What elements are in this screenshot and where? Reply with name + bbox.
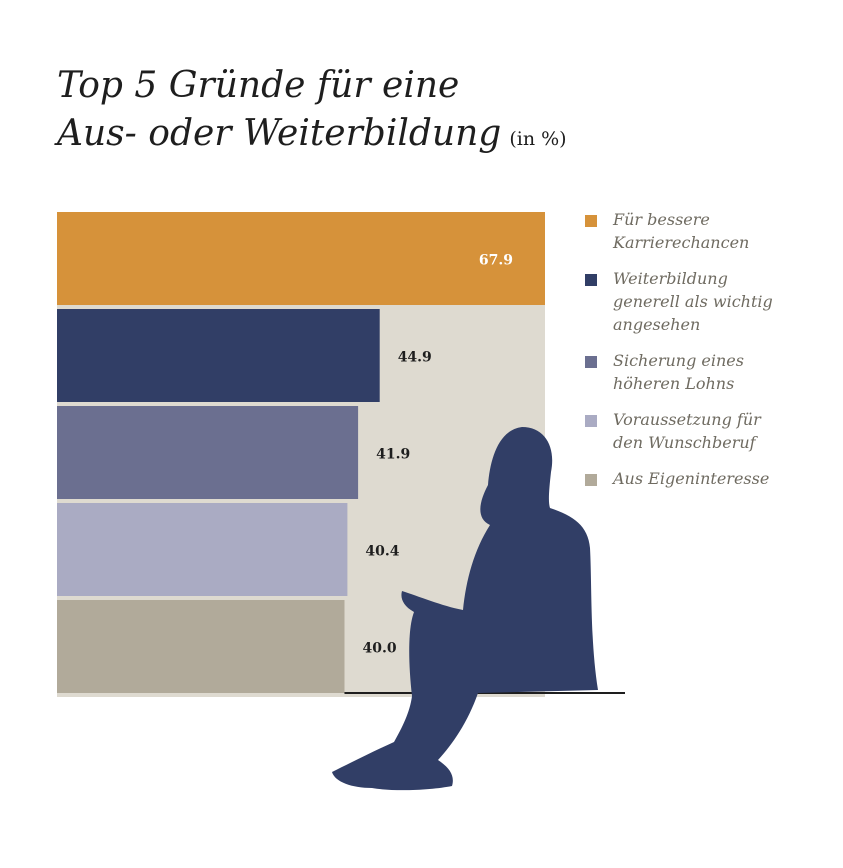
value-label-1: 67.9: [479, 253, 513, 269]
legend-label-2: Weiterbildung generell als wichtig anges…: [613, 269, 773, 334]
value-label-3: 41.9: [376, 447, 410, 463]
title-unit: (in %): [509, 128, 567, 150]
bar-4: [57, 503, 348, 596]
legend-item-1: Für bessere Karrierechancen: [585, 208, 825, 254]
legend-swatch-1: [585, 215, 597, 227]
value-label-4: 40.4: [365, 544, 399, 560]
silhouette-shape: [332, 427, 598, 791]
bar-1: [57, 212, 545, 305]
title-line-1: Top 5 Gründe für eine: [57, 65, 460, 106]
legend-swatch-2: [585, 274, 597, 286]
bar-3: [57, 406, 359, 499]
legend-swatch-3: [585, 356, 597, 368]
legend-label-1: Für bessere Karrierechancen: [613, 210, 750, 252]
legend-label-4: Voraussetzung für den Wunschberuf: [613, 410, 761, 452]
sitting-woman-silhouette: [332, 427, 598, 791]
value-label-5: 40.0: [363, 641, 397, 657]
bar-2: [57, 309, 380, 402]
legend-item-4: Voraussetzung für den Wunschberuf: [585, 408, 825, 454]
chart-legend: Für bessere Karrierechancen Weiterbildung…: [585, 208, 825, 503]
bar-5: [57, 600, 345, 693]
legend-label-3: Sicherung eines höheren Lohns: [613, 351, 744, 393]
value-label-2: 44.9: [398, 350, 432, 366]
legend-swatch-4: [585, 415, 597, 427]
value-labels-group: 67.9 44.9 41.9 40.4 40.0: [363, 253, 514, 657]
legend-item-2: Weiterbildung generell als wichtig anges…: [585, 267, 825, 336]
legend-item-3: Sicherung eines höheren Lohns: [585, 349, 825, 395]
title-line-2: Aus- oder Weiterbildung: [57, 113, 502, 154]
legend-swatch-5: [585, 474, 597, 486]
chart-title: Top 5 Gründe für eine Aus- oder Weiterbi…: [57, 62, 567, 163]
legend-item-5: Aus Eigeninteresse: [585, 467, 825, 490]
legend-label-5: Aus Eigeninteresse: [613, 469, 770, 488]
bars-group: [57, 212, 545, 693]
